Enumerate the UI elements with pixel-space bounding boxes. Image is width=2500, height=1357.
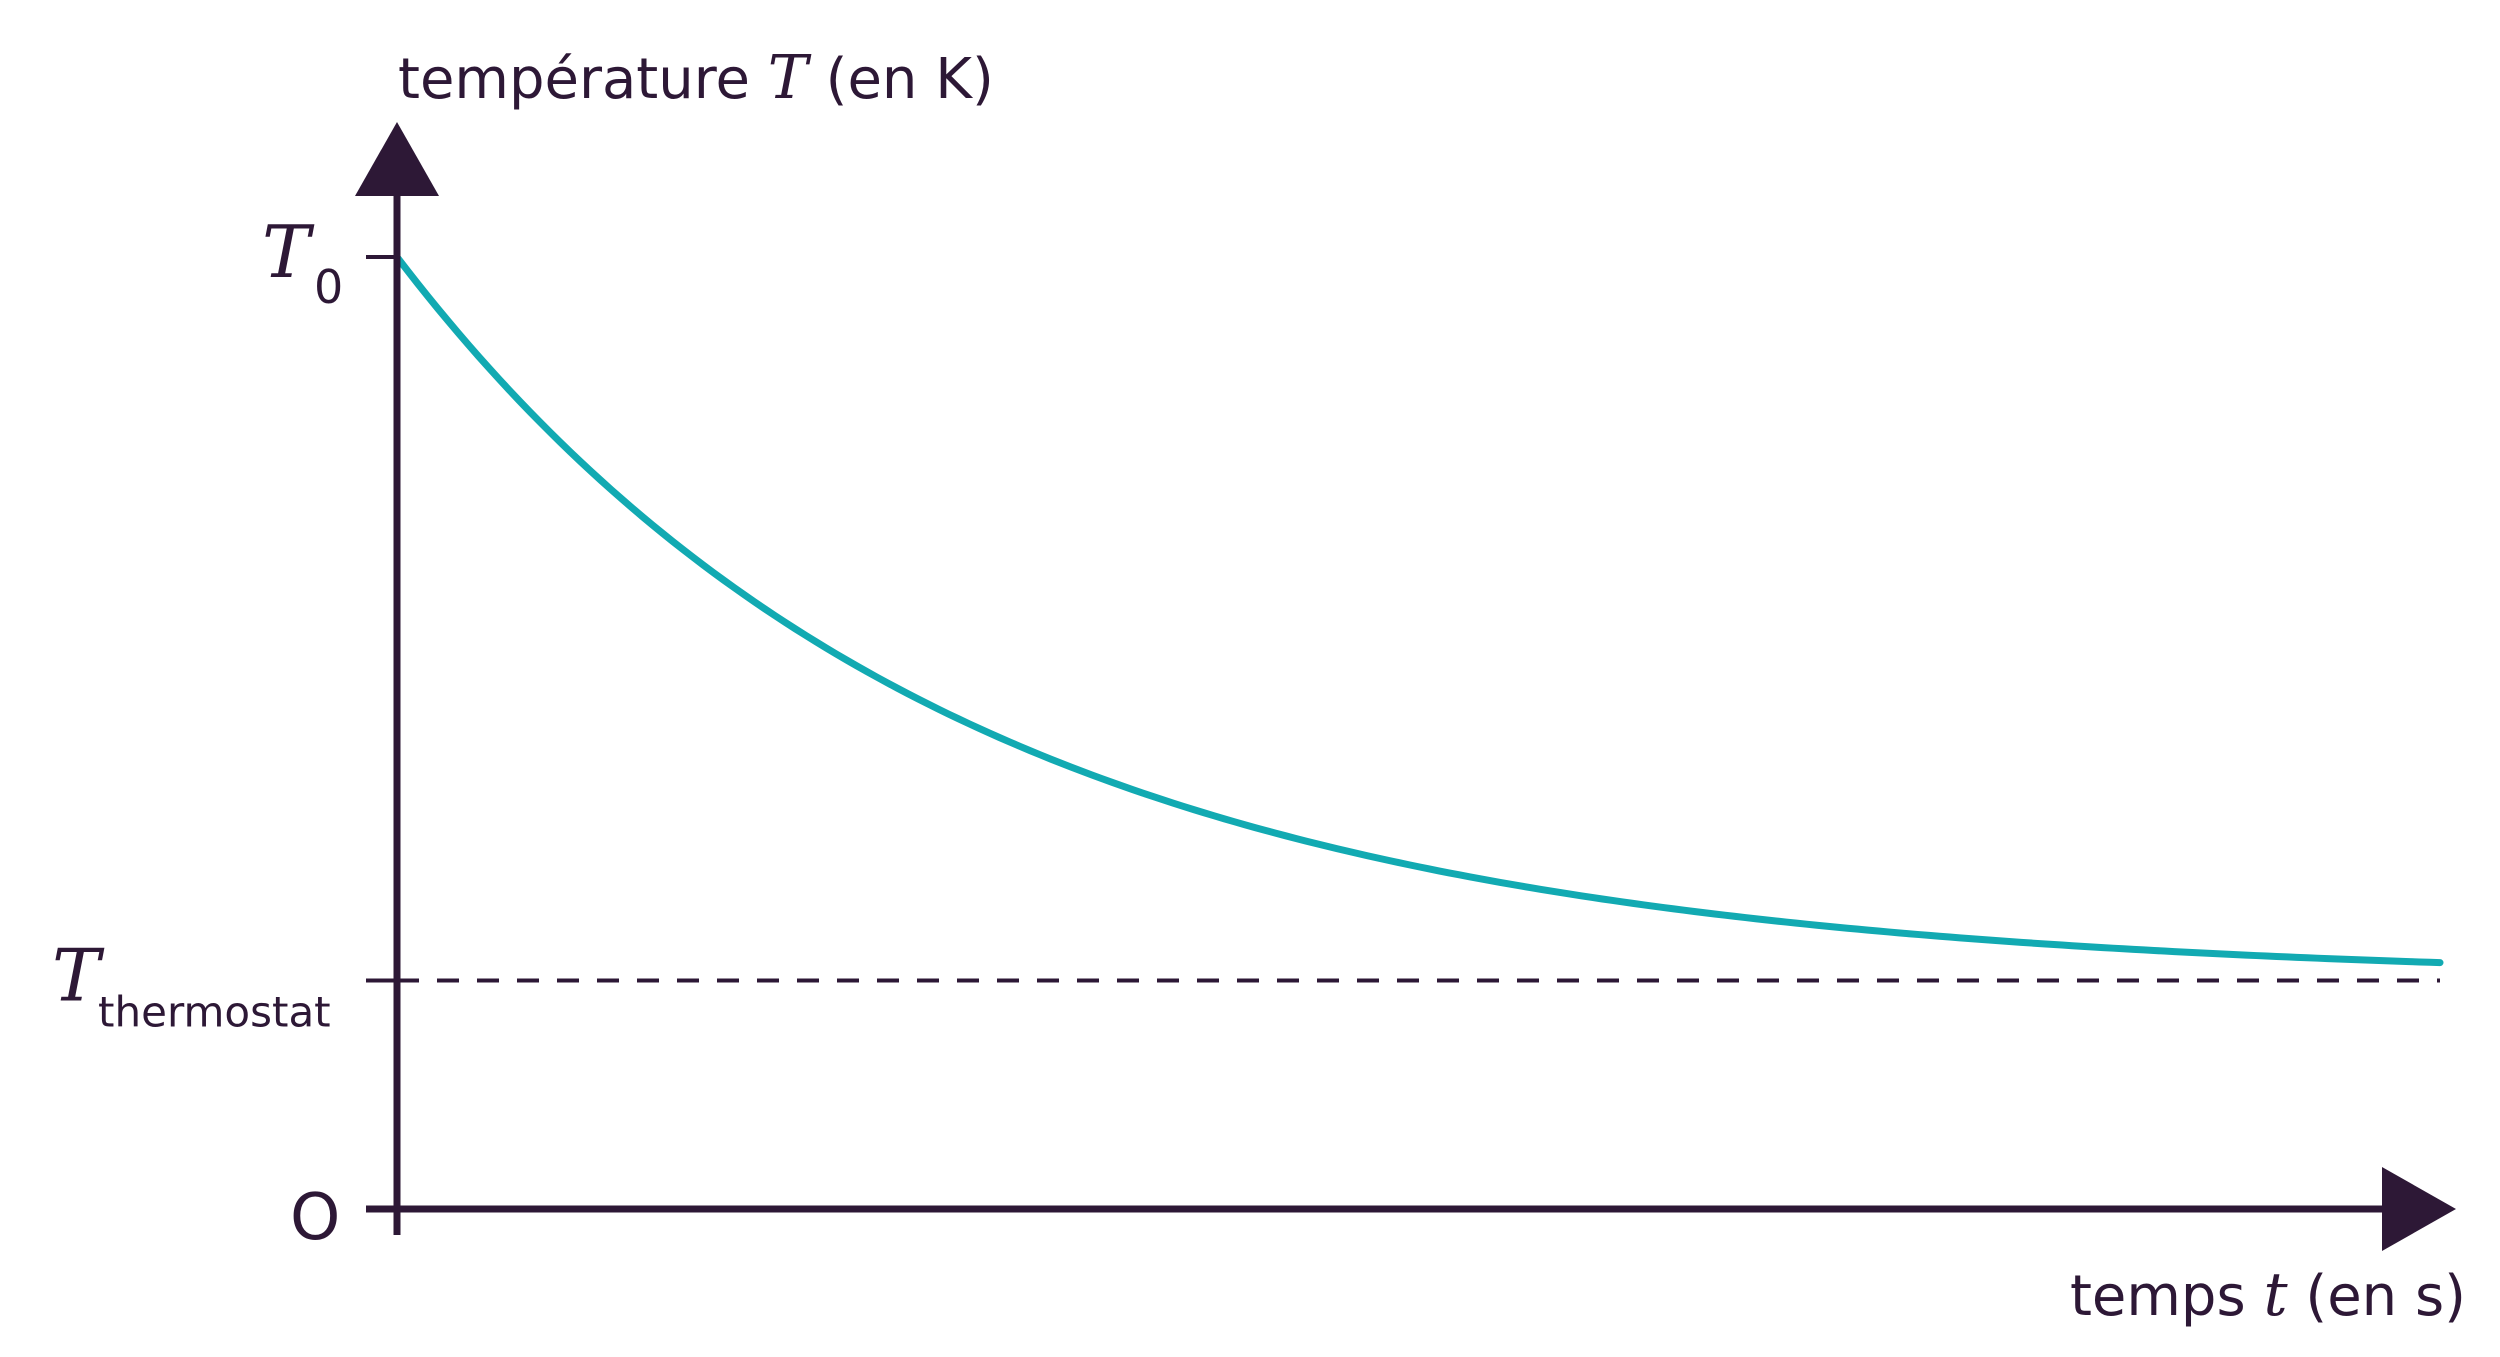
x-axis-label: temps t (en s) xyxy=(2070,1260,2466,1330)
y-tick-label-thermostat: Tthermostat xyxy=(52,934,331,1037)
temperature-decay-curve xyxy=(393,253,2444,967)
origin-label: O xyxy=(290,1181,340,1255)
y-axis-label: température T (en K) xyxy=(398,43,994,113)
x-axis-arrow-icon xyxy=(2382,1167,2456,1251)
y-axis-arrow-icon xyxy=(355,122,439,196)
y-tick-label-t0: T0 xyxy=(262,210,343,314)
